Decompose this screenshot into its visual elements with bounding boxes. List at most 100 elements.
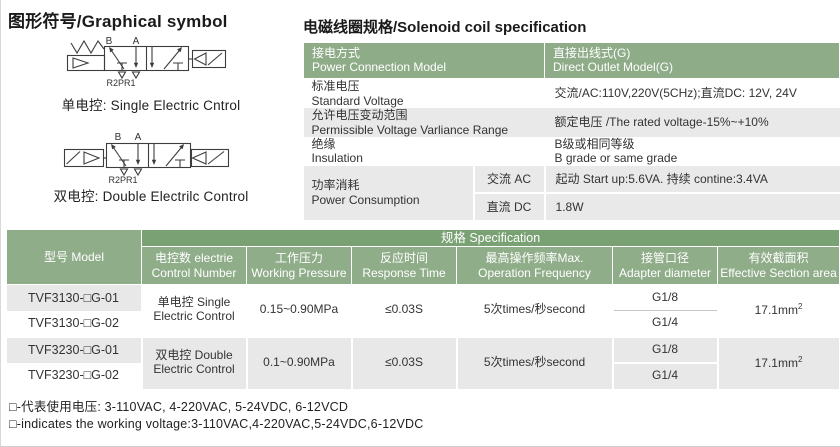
power-consumption-label: 功率消耗 Power Consumption xyxy=(303,165,474,220)
header-zh: 最高操作频率Max. xyxy=(485,251,584,266)
model-spec-table: 型号 Model 规格 Specification 电控数 electrie C… xyxy=(6,229,840,389)
operation-frequency-cell: 5次times/秒second xyxy=(456,335,614,389)
dc-label: 直流 DC xyxy=(472,191,545,220)
header-en: Working Pressure xyxy=(251,265,347,280)
port-b-label: B xyxy=(115,132,122,143)
label-en: Standard Voltage xyxy=(311,93,404,108)
operation-frequency-header: 最高操作频率Max. Operation Frequency xyxy=(456,246,613,285)
table-row: TVF3130-□G-01 单电控 Single Electric Contro… xyxy=(6,284,840,337)
header-en: Operation Frequency xyxy=(478,265,591,280)
header-zh: 工作压力 xyxy=(274,251,323,266)
header-zh: 直接出线式(G) xyxy=(553,46,631,60)
bottom-ports-label: R2PR1 xyxy=(108,175,137,184)
port-closed-t xyxy=(119,159,129,168)
port-closed-t xyxy=(117,62,127,71)
label-en: Insulation xyxy=(311,151,363,166)
port-b-label: B xyxy=(106,36,113,47)
effective-section-area-header: 有效截面积 Effective Section area xyxy=(716,246,840,285)
label-en: Power Consumption xyxy=(311,192,420,207)
voltage-variance-row: 允许电压变动范围 Permissible Voltage Varliance R… xyxy=(303,108,840,138)
port-a-label: A xyxy=(135,132,142,143)
exhaust-icon xyxy=(119,168,129,177)
row-label: 标准电压 Standard Voltage xyxy=(304,78,545,108)
header-zh: 接管口径 xyxy=(640,251,689,266)
coil-header-row: 接电方式 Power Connection Model 直接出线式(G) Dir… xyxy=(302,42,840,79)
insulation-row: 绝缘 Insulation B级或相同等级 B grade or same gr… xyxy=(304,137,840,166)
effective-section-area-cell: 17.1mm2 xyxy=(717,335,840,389)
header-zh: 电控数 electrie xyxy=(154,251,234,266)
row-label: 允许电压变动范围 Permissible Voltage Varliance R… xyxy=(303,108,545,138)
label-zh: 绝缘 xyxy=(311,137,336,152)
value-zh: 双电控 Double xyxy=(155,348,233,363)
value-en: Electric Control xyxy=(153,362,235,376)
control-number-header: 电控数 electrie Control Number xyxy=(141,246,247,285)
exhaust-icon xyxy=(133,168,143,177)
direct-outlet-model-header: 直接出线式(G) Direct Outlet Model(G) xyxy=(544,42,840,79)
graphical-symbol-title: 图形符号/Graphical symbol xyxy=(8,12,228,31)
coil-spec-table: 接电方式 Power Connection Model 直接出线式(G) Dir… xyxy=(302,42,840,220)
footnote-voltage-en: □-indicates the working voltage:3-110VAC… xyxy=(9,417,424,431)
single-control-caption: 单电控: Single Electric Cntrol xyxy=(61,98,241,113)
value-en: B grade or same grade xyxy=(554,151,678,166)
working-pressure-header: 工作压力 Working Pressure xyxy=(246,246,352,285)
header-zh: 接电方式 xyxy=(312,46,361,60)
spec-bar-row: 型号 Model 规格 Specification xyxy=(6,229,840,285)
row-label: 绝缘 Insulation xyxy=(304,137,545,166)
area-value: 17.1mm xyxy=(754,303,798,318)
ac-value: 起动 Start up:5.6VA. 持续 contine:3.4VA xyxy=(543,165,840,193)
response-time-cell: ≤0.03S xyxy=(351,284,458,337)
effective-section-area-cell: 17.1mm2 xyxy=(717,284,840,337)
insulation-value: B级或相同等级 B grade or same grade xyxy=(545,137,840,166)
value-zh: B级或相同等级 xyxy=(554,137,635,152)
area-sup: 2 xyxy=(797,355,803,365)
working-pressure-cell: 0.1~0.90MPa xyxy=(246,335,353,389)
pilot-triangle-icon xyxy=(72,57,90,69)
footnote-voltage-zh: □-代表使用电压: 3-110VAC, 4-220VAC, 5-24VDC, 6… xyxy=(9,400,349,414)
model-cell: TVF3230-□G-02 xyxy=(6,362,143,389)
operation-frequency-cell: 5次times/秒second xyxy=(456,284,614,337)
ac-label: 交流 AC xyxy=(472,165,545,193)
power-consumption-dc-row: 直流 DC 1.8W xyxy=(304,191,840,220)
double-control-caption: 双电控: Double Electrilc Control xyxy=(53,189,249,204)
exhaust-icon xyxy=(131,71,141,80)
value-zh: 单电控 Single xyxy=(157,295,231,310)
value-en: Electric Control xyxy=(153,309,235,324)
table-row: TVF3130-□G-02 G1/4 xyxy=(6,310,840,337)
header-en: Control Number xyxy=(151,265,237,280)
spec-header-row: 电控数 electrie Control Number 工作压力 Working… xyxy=(7,246,840,285)
standard-voltage-row: 标准电压 Standard Voltage 交流/AC:110V,220V(5C… xyxy=(304,78,840,108)
area-value: 17.1mm xyxy=(754,356,798,371)
adapter-diameter-header: 接管口径 Adapter diameter xyxy=(612,246,718,285)
power-connection-model-header: 接电方式 Power Connection Model xyxy=(302,42,546,79)
area-sup: 2 xyxy=(797,302,803,312)
control-number-cell: 双电控 Double Electric Control xyxy=(141,335,248,389)
header-zh: 反应时间 xyxy=(379,251,428,266)
label-zh: 允许电压变动范围 xyxy=(311,108,408,123)
table-row: TVF3230-□G-02 G1/4 xyxy=(6,362,840,389)
power-consumption-ac-row: 功率消耗 Power Consumption 交流 AC 起动 Start up… xyxy=(303,165,840,220)
working-pressure-cell: 0.15~0.90MPa xyxy=(246,284,353,337)
adapter-diameter-cell: G1/4 xyxy=(612,362,719,389)
control-number-cell: 单电控 Single Electric Control xyxy=(141,284,248,337)
specification-bar: 规格 Specification xyxy=(140,229,840,247)
header-en: Response Time xyxy=(362,265,446,280)
response-time-header: 反应时间 Response Time xyxy=(351,246,457,285)
solenoid-coil-spec-title: 电磁线圈规格/Solenoid coil specification xyxy=(303,19,587,36)
header-en: Power Connection Model xyxy=(312,60,447,75)
valve-symbol-single-icon: B A R2PR1 xyxy=(66,36,227,88)
voltage-variance-value: 额定电压 /The rated voltage-15%~+10% xyxy=(544,108,840,138)
model-cell: TVF3130-□G-01 xyxy=(6,284,143,311)
model-cell: TVF3130-□G-02 xyxy=(6,310,143,337)
adapter-diameter-cell: G1/8 xyxy=(612,335,719,364)
pilot-box xyxy=(66,54,106,72)
model-column-header: 型号 Model xyxy=(6,229,142,285)
table-row: TVF3230-□G-01 双电控 Double Electric Contro… xyxy=(6,335,840,389)
port-a-label: A xyxy=(133,36,140,47)
standard-voltage-value: 交流/AC:110V,220V(5CHz);直流DC: 12V, 24V xyxy=(554,86,797,101)
solenoid-icon xyxy=(191,49,227,69)
adapter-diameter-cell: G1/8 xyxy=(612,284,719,311)
header-en: Direct Outlet Model(G) xyxy=(553,60,674,75)
adapter-diameter-cell: G1/4 xyxy=(612,310,719,337)
valve-symbol-double-icon: B A R2PR1 xyxy=(63,132,230,184)
